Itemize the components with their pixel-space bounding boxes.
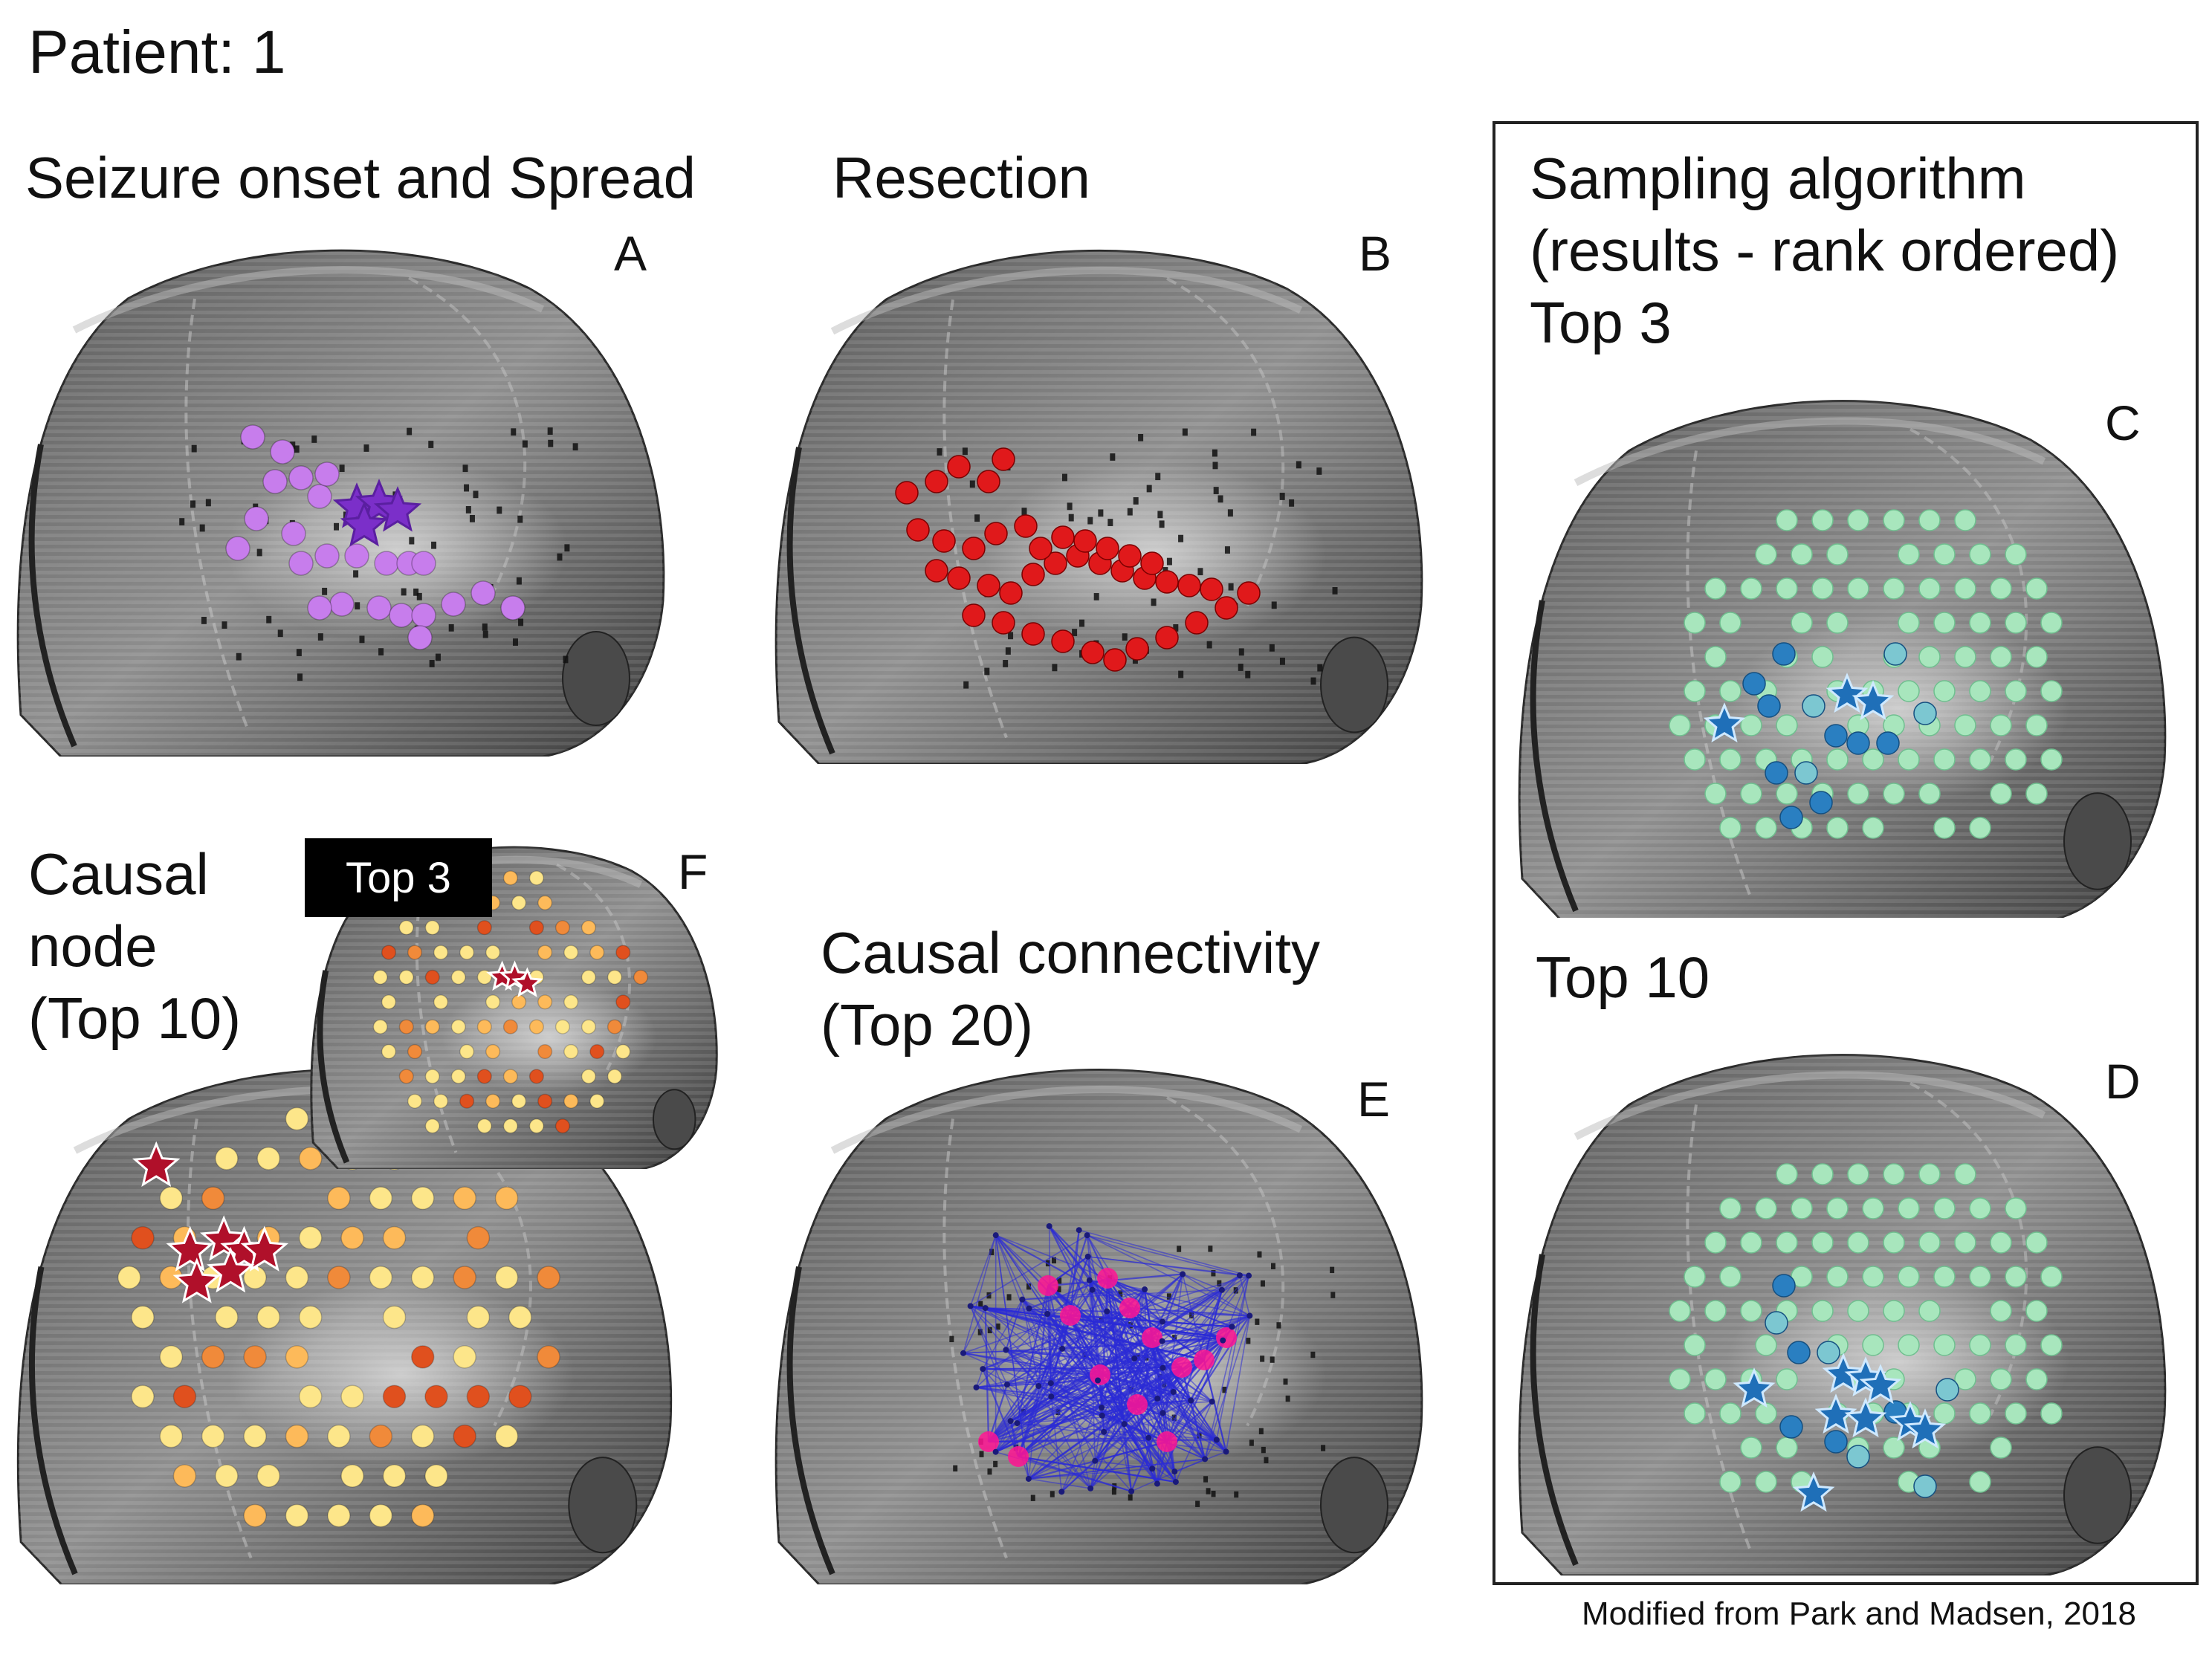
panel-c-heading-line-2: (results - rank ordered)	[1530, 218, 2120, 283]
panel-f-heading-line-2: node	[28, 913, 158, 979]
panel-f-brain-image	[7, 1055, 684, 1584]
panel-e-heading-line-1: Causal connectivity	[821, 920, 1320, 985]
panel-f-inset-image	[305, 838, 725, 1169]
panel-c-heading: Sampling algorithm (results - rank order…	[1530, 143, 2184, 359]
figure-credit: Modified from Park and Madsen, 2018	[1582, 1596, 2136, 1632]
panel-e-heading-line-2: (Top 20)	[821, 992, 1034, 1058]
panel-a-letter: A	[614, 226, 647, 281]
panel-d-brain-image	[1509, 1040, 2178, 1575]
panel-a-heading: Seizure onset and Spread	[25, 145, 696, 210]
figure-title: Patient: 1	[28, 19, 286, 86]
panel-f-inset-tag: Top 3	[305, 838, 492, 917]
panel-c-letter: C	[2105, 395, 2141, 450]
panel-e-heading: Causal connectivity (Top 20)	[821, 917, 1430, 1061]
sampling-algorithm-box	[1493, 121, 2199, 1585]
panel-b-brain-image	[766, 236, 1435, 764]
panel-b-letter: B	[1359, 226, 1392, 281]
panel-d-letter: D	[2105, 1054, 2141, 1109]
panel-f-letter: F	[678, 844, 708, 899]
panel-f-heading-line-1: Causal	[28, 841, 209, 907]
panel-f-heading: Causal node (Top 10)	[28, 838, 326, 1055]
panel-c-heading-line-3: Top 3	[1530, 290, 1672, 355]
panel-c-heading-line-1: Sampling algorithm	[1530, 146, 2026, 211]
panel-a-brain-image	[7, 236, 676, 757]
panel-e-letter: E	[1357, 1072, 1391, 1127]
panel-d-heading: Top 10	[1536, 945, 1710, 1010]
panel-f-heading-line-3: (Top 10)	[28, 985, 242, 1051]
panel-e-brain-image	[766, 1055, 1435, 1584]
panel-c-brain-image	[1509, 386, 2178, 918]
panel-b-heading: Resection	[832, 145, 1090, 210]
